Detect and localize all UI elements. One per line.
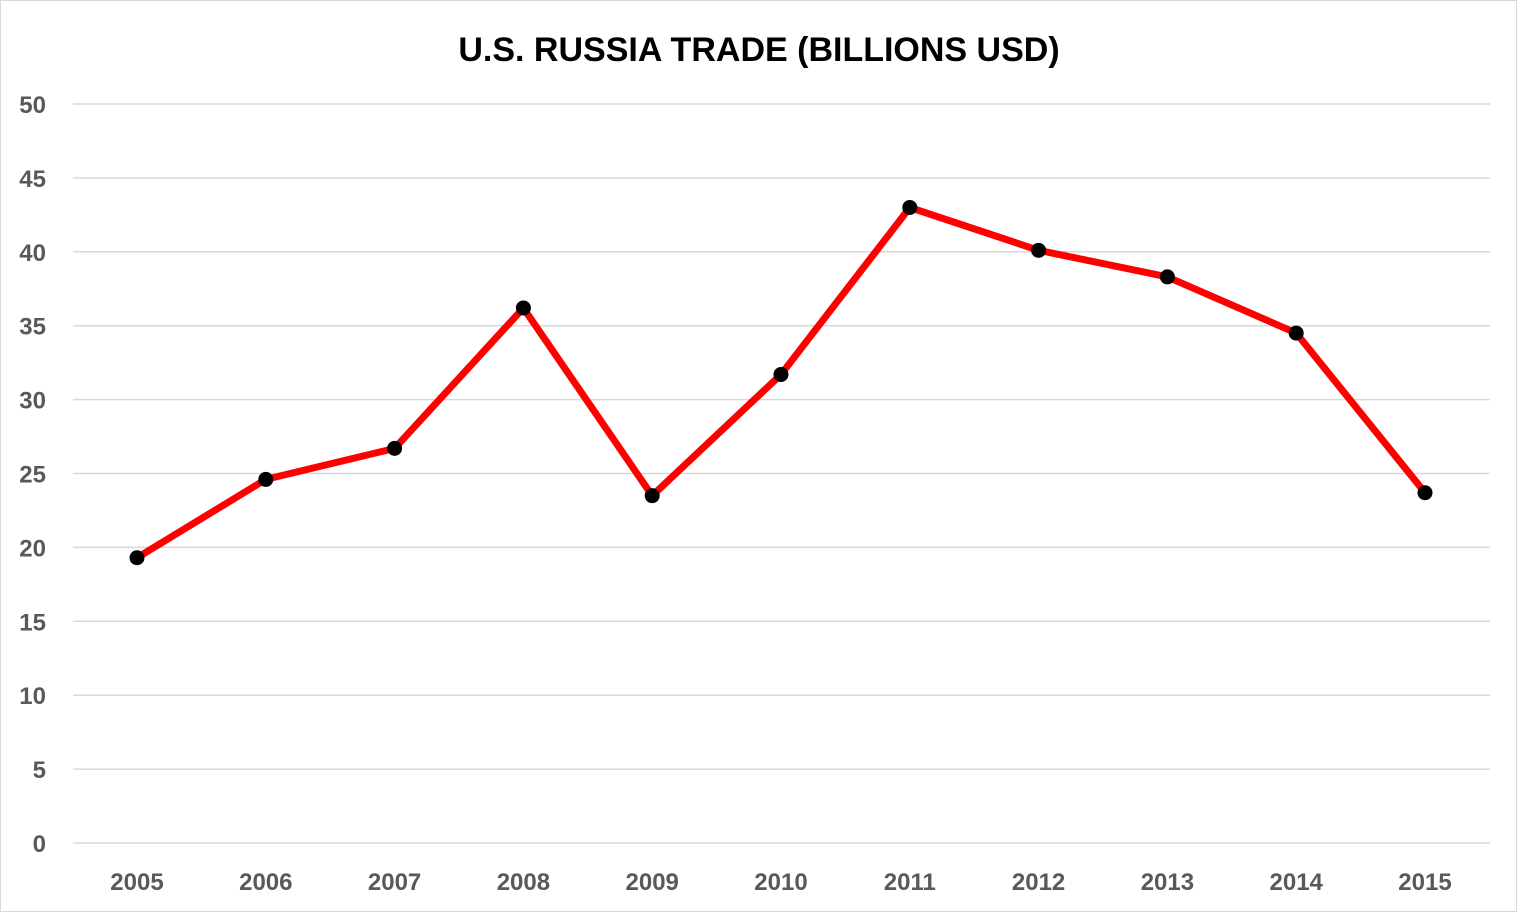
y-tick-label-30: 30 bbox=[19, 388, 46, 415]
data-point-2010 bbox=[773, 366, 789, 382]
y-tick-label-15: 15 bbox=[19, 609, 46, 636]
x-tick-label-2013: 2013 bbox=[1141, 869, 1194, 896]
y-tick-label-5: 5 bbox=[33, 757, 46, 784]
y-tick-label-50: 50 bbox=[19, 92, 46, 119]
x-tick-label-2009: 2009 bbox=[626, 869, 679, 896]
series-layer bbox=[133, 204, 1429, 562]
y-tick-label-40: 40 bbox=[19, 240, 46, 267]
data-point-2009 bbox=[644, 488, 660, 504]
x-tick-label-2010: 2010 bbox=[754, 869, 807, 896]
x-tick-label-2015: 2015 bbox=[1398, 869, 1451, 896]
data-point-2012 bbox=[1031, 242, 1047, 258]
data-point-2005 bbox=[129, 550, 145, 566]
marker-layer bbox=[129, 199, 1433, 566]
x-tick-label-2006: 2006 bbox=[239, 869, 292, 896]
data-point-2011 bbox=[902, 199, 918, 215]
x-tick-label-2012: 2012 bbox=[1012, 869, 1065, 896]
x-tick-label-2005: 2005 bbox=[110, 869, 163, 896]
data-point-2006 bbox=[258, 471, 274, 487]
x-tick-label-2007: 2007 bbox=[368, 869, 421, 896]
data-point-2007 bbox=[387, 440, 403, 456]
data-point-2015 bbox=[1417, 485, 1433, 501]
y-tick-label-0: 0 bbox=[33, 831, 46, 858]
y-tick-label-10: 10 bbox=[19, 683, 46, 710]
y-tick-label-20: 20 bbox=[19, 535, 46, 562]
x-tick-label-2011: 2011 bbox=[884, 869, 936, 896]
chart-title: U.S. RUSSIA TRADE (BILLIONS USD) bbox=[458, 31, 1059, 69]
data-point-2013 bbox=[1159, 269, 1175, 285]
y-tick-label-35: 35 bbox=[19, 314, 46, 341]
data-point-2008 bbox=[515, 300, 531, 316]
y-tick-label-45: 45 bbox=[19, 166, 46, 193]
y-tick-label-25: 25 bbox=[19, 462, 46, 489]
series-line-0 bbox=[133, 204, 1429, 562]
x-tick-label-2008: 2008 bbox=[497, 869, 550, 896]
y-axis-ticks: 0 5 10 15 20 25 30 35 40 45 50 bbox=[19, 92, 46, 858]
data-point-2014 bbox=[1288, 325, 1304, 341]
x-axis-ticks: 2005 2006 2007 2008 2009 2010 2011 2012 2013 2014… bbox=[110, 869, 1451, 896]
x-tick-label-2014: 2014 bbox=[1270, 869, 1324, 896]
gridlines bbox=[73, 103, 1490, 844]
